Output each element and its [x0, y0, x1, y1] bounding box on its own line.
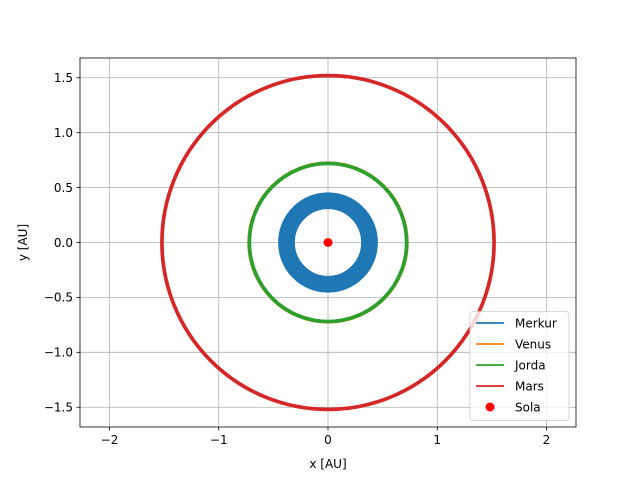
- legend-label-sola: Sola: [515, 401, 541, 415]
- x-tick-label: −1: [210, 433, 228, 447]
- legend-label-jorda: Jorda: [514, 359, 546, 373]
- y-tick-label: −1.5: [44, 401, 73, 415]
- legend-swatch-sola: [485, 402, 495, 412]
- mars-orbit: [160, 73, 496, 412]
- y-axis-ticks: −1.5 −1.0 −0.5 0.0 0.5 1.0 1.5: [44, 71, 80, 415]
- merkur-orbit: [278, 192, 378, 293]
- y-tick-label: 1.5: [54, 71, 73, 85]
- x-tick-label: 0: [324, 433, 332, 447]
- y-tick-label: −1.0: [44, 346, 73, 360]
- legend-label-venus: Venus: [515, 338, 551, 352]
- x-tick-label: −2: [101, 433, 119, 447]
- x-axis-ticks: −2 −1 0 1 2: [101, 427, 551, 447]
- legend-label-mars: Mars: [515, 380, 544, 394]
- y-axis-label: y [AU]: [16, 224, 30, 261]
- y-tick-label: 1.0: [54, 126, 73, 140]
- legend-label-merkur: Merkur: [515, 317, 557, 331]
- series-layer: [160, 73, 496, 412]
- x-tick-label: 2: [543, 433, 551, 447]
- jorda-orbit: [247, 161, 409, 324]
- y-tick-label: −0.5: [44, 291, 73, 305]
- x-axis-label: x [AU]: [309, 457, 346, 471]
- legend-box: [469, 311, 570, 421]
- sola-marker: [323, 238, 333, 247]
- y-tick-label: 0.0: [54, 236, 73, 250]
- y-tick-label: 0.5: [54, 181, 73, 195]
- legend: Merkur Venus Jorda Mars Sola: [469, 311, 570, 421]
- x-tick-label: 1: [433, 433, 441, 447]
